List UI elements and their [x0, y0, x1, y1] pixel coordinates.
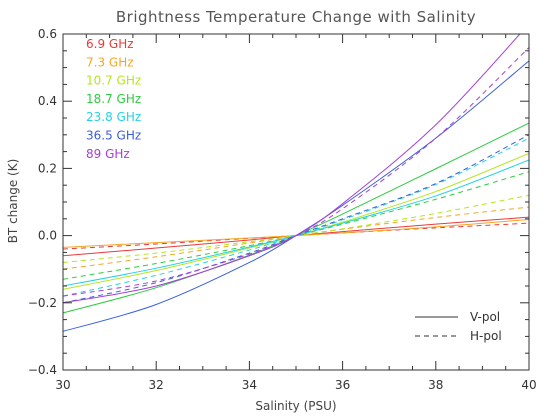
- legend-entry: 18.7 GHz: [86, 92, 141, 106]
- chart-title: Brightness Temperature Change with Salin…: [116, 8, 476, 26]
- x-tick-label: 36: [335, 378, 350, 392]
- x-tick-label: 30: [55, 378, 70, 392]
- legend: 6.9 GHz 7.3 GHz 10.7 GHz 18.7 GHz 23.8 GHz 36…: [86, 37, 141, 161]
- series-6_9-ghz-hpol-line: [63, 222, 529, 250]
- legend-entry: 89 GHz: [86, 147, 130, 161]
- plot-lines: [63, 34, 529, 332]
- series-89-ghz-vpol-line: [63, 34, 521, 304]
- legend-entry: 10.7 GHz: [86, 74, 141, 88]
- y-tick-label: 0.2: [38, 161, 57, 175]
- series-7_3-ghz-vpol-line: [63, 218, 529, 248]
- legend-entry: 23.8 GHz: [86, 110, 141, 124]
- pol-legend-label: V-pol: [470, 310, 500, 324]
- series-6_9-ghz-vpol-line: [63, 216, 529, 257]
- y-tick-label: −0.2: [28, 296, 57, 310]
- series-10_7-ghz-hpol-line: [63, 194, 529, 263]
- polarization-legend: V-pol H-pol: [415, 310, 502, 343]
- series-18_7-ghz-vpol-line: [63, 122, 529, 314]
- x-axis-label: Salinity (PSU): [255, 399, 336, 413]
- axes: 30 32 34 36 38 40 −0.4 −0.2 0.0 0.2 0.4 0.6: [28, 27, 537, 392]
- legend-entry: 36.5 GHz: [86, 129, 141, 143]
- x-tick-label: 34: [242, 378, 257, 392]
- y-tick-label: 0.6: [38, 27, 57, 41]
- legend-entry: 7.3 GHz: [86, 55, 134, 69]
- y-axis-label: BT change (K): [6, 159, 20, 244]
- pol-legend-label: H-pol: [470, 329, 502, 343]
- legend-entry: 6.9 GHz: [86, 37, 134, 51]
- y-tick-label: −0.4: [28, 363, 57, 377]
- series-23_8-ghz-vpol-line: [63, 159, 529, 287]
- series-7_3-ghz-hpol-line: [63, 206, 529, 270]
- y-tick-label: 0.0: [38, 229, 57, 243]
- y-tick-label: 0.4: [38, 94, 57, 108]
- x-tick-label: 40: [521, 378, 536, 392]
- x-tick-label: 38: [428, 378, 443, 392]
- x-tick-label: 32: [149, 378, 164, 392]
- series-36_5-ghz-hpol-line: [63, 134, 529, 304]
